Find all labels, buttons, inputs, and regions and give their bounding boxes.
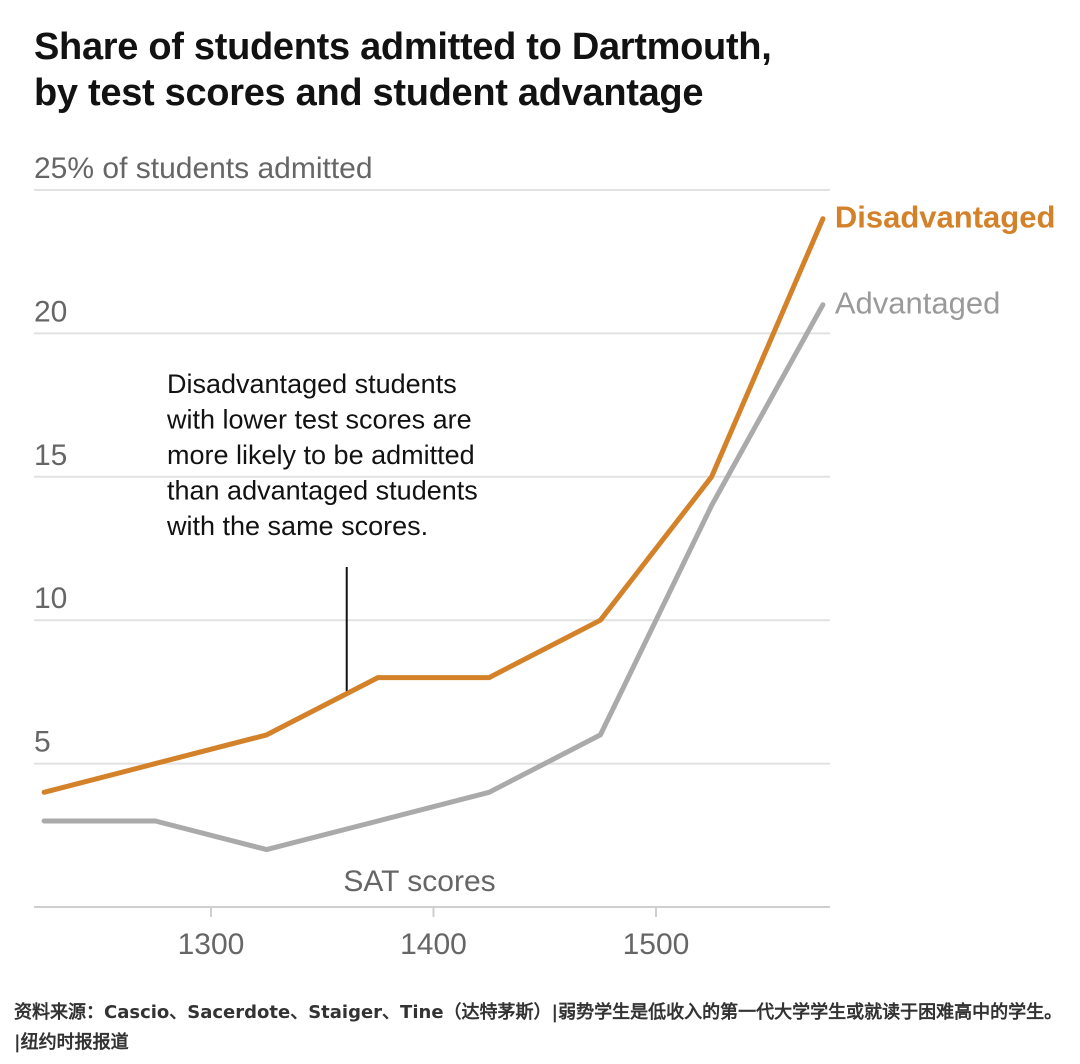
axes: 5 10 15 20 25% of students admitted 1300 1400 1… [34, 152, 830, 961]
series-labels: Disadvantaged Advantaged [835, 200, 1056, 321]
series-line-disadvantaged [41, 216, 826, 795]
annotation-line-1: Disadvantaged students [167, 369, 457, 399]
annotation-line-5: with the same scores. [166, 511, 428, 541]
chart-title-line-1: Share of students admitted to Dartmouth, [34, 26, 772, 68]
y-tick-label-10: 10 [34, 582, 67, 615]
x-axis-title: SAT scores [343, 865, 495, 898]
series-lines [41, 216, 826, 853]
x-tick-label-1300: 1300 [178, 928, 245, 961]
annotation-line-4: than advantaged students [167, 476, 478, 506]
y-tick-label-15: 15 [34, 439, 67, 472]
source-note: 资料来源：Cascio、Sacerdote、Staiger、Tine（达特茅斯）… [14, 1002, 1063, 1053]
y-tick-label-20: 20 [34, 295, 67, 328]
series-line-advantaged [41, 302, 826, 853]
x-tick-label-1400: 1400 [400, 928, 467, 961]
annotation-line-2: with lower test scores are [166, 405, 472, 435]
annotation: Disadvantaged students with lower test sc… [166, 369, 478, 695]
y-tick-label-25: 25% of students admitted [34, 152, 373, 185]
chart-title: Share of students admitted to Dartmouth,… [34, 24, 934, 116]
y-tick-label-5: 5 [34, 726, 51, 759]
x-tick-label-1500: 1500 [623, 928, 690, 961]
gridlines [34, 189, 830, 765]
annotation-line-3: more likely to be admitted [167, 440, 475, 470]
series-label-advantaged: Advantaged [835, 286, 1000, 321]
series-label-disadvantaged: Disadvantaged [835, 200, 1056, 235]
line-chart: 5 10 15 20 25% of students admitted 1300 1400 1… [34, 152, 1056, 961]
chart-title-line-2: by test scores and student advantage [34, 72, 704, 114]
